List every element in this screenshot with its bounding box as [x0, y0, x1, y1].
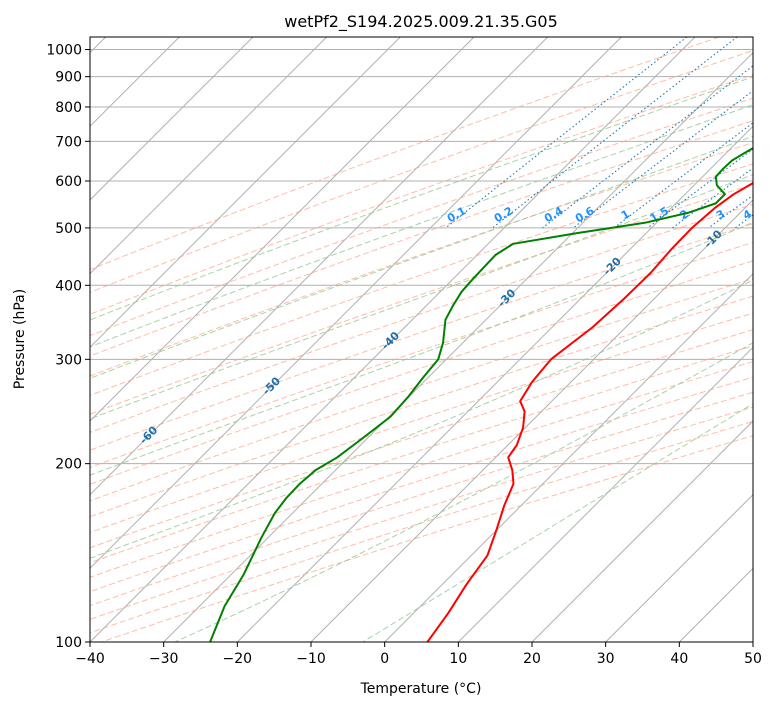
moist-adiabat-line — [90, 279, 753, 559]
dry-adiabat-line — [90, 406, 753, 620]
y-tick-label: 1000 — [46, 43, 82, 59]
x-tick-label: −20 — [223, 651, 253, 667]
isotherm-line — [163, 51, 753, 642]
moist-adiabat-line — [90, 135, 753, 379]
dry-adiabat-line — [90, 361, 753, 578]
isotherm-line — [457, 346, 753, 642]
isobar-grid — [90, 49, 753, 642]
x-tick-label: 20 — [523, 651, 541, 667]
x-tick-label: 0 — [380, 651, 389, 667]
mixing-ratio-line — [445, 37, 688, 229]
y-tick-label: 100 — [55, 635, 82, 651]
dry-adiabat-line — [90, 329, 753, 549]
isotherm-line — [384, 272, 753, 642]
moist-adiabat-line — [362, 403, 753, 642]
dry-adiabat-line — [90, 74, 753, 315]
isotherm-line — [236, 125, 753, 642]
isotherm-line — [90, 37, 475, 422]
x-tick-label: −10 — [296, 651, 326, 667]
dry-adiabat-line — [90, 241, 753, 469]
moist-adiabat-line — [174, 342, 753, 642]
dewpoint-profile-line — [209, 147, 753, 642]
dry-adiabat-line — [90, 50, 753, 293]
dry-adiabat-line — [90, 37, 720, 271]
isotherm-line — [605, 493, 753, 642]
y-tick-label: 800 — [55, 100, 82, 116]
dry-adiabat-line — [90, 420, 753, 634]
y-tick-label: 900 — [55, 70, 82, 86]
mixing-ratio-line — [613, 122, 753, 229]
y-tick-label: 500 — [55, 221, 82, 237]
plot-area: 0.10.20.40.611.52346810131620253036 -100… — [90, 37, 753, 642]
y-tick-label: 300 — [55, 352, 82, 368]
x-tick-label: 50 — [744, 651, 762, 667]
dry-adiabat-line — [101, 435, 753, 642]
isotherm-grid — [90, 37, 753, 642]
y-tick-label: 700 — [55, 134, 82, 150]
dry-adiabat-line — [90, 295, 753, 518]
dry-adiabat-line — [90, 163, 753, 396]
isotherm-line — [90, 37, 254, 201]
moist-adiabat-line — [90, 104, 753, 348]
moist-adiabat-line — [90, 221, 753, 476]
dry-adiabat-line — [90, 142, 753, 377]
dry-adiabat-line — [90, 97, 753, 337]
mixing-ratio-line — [672, 167, 753, 229]
plot-frame — [89, 36, 754, 643]
y-tick-label: 600 — [55, 174, 82, 190]
y-tick-label: 400 — [55, 278, 82, 294]
isotherm-line — [90, 37, 401, 349]
isotherm-line — [90, 37, 549, 496]
x-tick-label: 30 — [597, 651, 615, 667]
chart-title: wetPf2_S194.2025.009.21.35.G05 — [284, 12, 558, 32]
y-tick-label: 200 — [55, 457, 82, 473]
dry-adiabat-line — [90, 223, 753, 451]
dry-adiabat-line — [90, 183, 753, 415]
x-tick-label: −30 — [149, 651, 179, 667]
dry-adiabats — [90, 37, 753, 642]
isotherm-line — [90, 37, 622, 570]
isotherm-line — [90, 37, 696, 642]
x-tick-label: −40 — [75, 651, 105, 667]
sounding-profiles — [209, 147, 753, 642]
mixing-ratio-line — [542, 65, 753, 229]
dry-adiabat-line — [90, 312, 753, 533]
x-tick-label: 40 — [670, 651, 688, 667]
x-tick-label: 10 — [449, 651, 467, 667]
y-axis: 1000 900 800 700 600 500 400 300 200 100 — [46, 43, 90, 651]
moist-adiabats — [90, 76, 753, 642]
mixing-ratio-lines: 0.10.20.40.611.52346810131620253036 — [445, 37, 753, 229]
y-axis-label: Pressure (hPa) — [12, 289, 28, 389]
isotherm-line — [531, 420, 753, 642]
isotherm-line — [90, 37, 328, 275]
dry-adiabat-line — [90, 391, 753, 607]
x-axis-label: Temperature (°C) — [360, 681, 482, 697]
x-axis: −40 −30 −20 −10 0 10 20 30 40 50 — [75, 642, 762, 667]
temperature-profile-line — [426, 181, 753, 642]
